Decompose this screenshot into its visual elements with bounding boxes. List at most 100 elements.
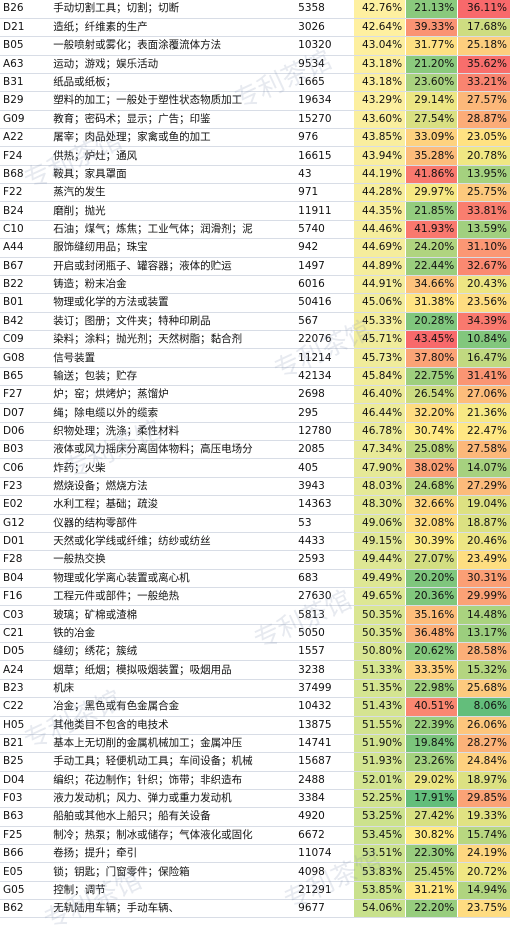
share-1: 50.35% [352, 605, 406, 625]
share-2: 25.45% [405, 862, 458, 882]
code: A22 [0, 128, 51, 148]
share-3: 28.87% [457, 110, 510, 130]
code: B03 [0, 440, 51, 460]
code: B25 [0, 752, 51, 772]
share-3: 24.84% [457, 752, 510, 772]
share-1: 49.49% [352, 569, 406, 589]
table-row: B65 输送；包装；贮存 42134 45.84% 22.75% 31.41% [0, 367, 510, 387]
count: 3026 [295, 18, 354, 38]
description: 织物处理；洗涤；柔性材料 [50, 422, 296, 442]
table-row: F16 工程元件或部件；一般绝热 27630 49.65% 20.36% 29.99% [0, 587, 510, 607]
count: 53 [295, 514, 354, 533]
count: 5813 [295, 605, 354, 625]
description: 卷扬；提升；牵引 [50, 844, 296, 864]
table-row: B24 磨削；抛光 11911 44.35% 21.85% 33.81% [0, 201, 510, 221]
share-3: 19.04% [457, 495, 510, 515]
description: 制冷；热泵；制冰或储存；气体液化或固化 [50, 826, 296, 846]
share-1: 45.71% [352, 330, 406, 350]
table-row: C21 铁的冶金 5050 50.35% 36.48% 13.17% [0, 624, 510, 644]
table-row: C03 玻璃；矿棉或渣棉 5813 50.35% 35.16% 14.48% [0, 605, 510, 625]
share-2: 43.45% [405, 330, 458, 350]
share-2: 20.28% [405, 312, 458, 331]
share-1: 50.80% [352, 642, 406, 662]
count: 42134 [295, 367, 354, 387]
description: 石油；煤气；炼焦；工业气体；润滑剂；泥 [50, 220, 296, 240]
table-row: F03 液力发动机；风力、弹力或重力发动机 3384 52.25% 17.91% 29.8… [0, 789, 510, 809]
share-1: 48.03% [352, 477, 406, 497]
count: 2488 [295, 771, 354, 790]
share-1: 53.51% [352, 844, 406, 864]
count: 4920 [295, 807, 354, 827]
share-1: 46.44% [352, 403, 406, 423]
description: 液力发动机；风力、弹力或重力发动机 [50, 789, 296, 809]
share-2: 37.80% [405, 348, 458, 368]
share-3: 33.81% [457, 201, 510, 221]
count: 3238 [295, 660, 354, 680]
table-row: G08 信号装置 11214 45.73% 37.80% 16.47% [0, 348, 510, 368]
code: B65 [0, 367, 51, 387]
code: E05 [0, 862, 51, 882]
share-3: 31.10% [457, 238, 510, 258]
description: 基本上无切削的金属机械加工；金属冲压 [50, 734, 296, 754]
description: 炸药；火柴 [50, 458, 296, 478]
table-row: B66 卷扬；提升；牵引 11074 53.51% 22.30% 24.19% [0, 844, 510, 864]
description: 造纸；纤维素的生产 [50, 18, 296, 38]
share-1: 51.90% [352, 734, 406, 754]
table-row: D01 天然或化学线或纤维；纺纱或纺丝 4433 49.15% 30.39% 20.46% [0, 532, 510, 552]
description: 水利工程；基础；疏浚 [50, 495, 296, 515]
code: C06 [0, 458, 51, 478]
code: F03 [0, 789, 51, 809]
share-3: 31.41% [457, 367, 510, 387]
share-1: 51.93% [352, 752, 406, 772]
share-1: 50.35% [352, 624, 406, 644]
share-1: 53.83% [352, 862, 406, 882]
table-row: F27 炉；窑；烘烤炉；蒸馏炉 2698 46.40% 26.54% 27.06% [0, 385, 510, 405]
description: 工程元件或部件；一般绝热 [50, 587, 296, 607]
share-2: 36.48% [405, 624, 458, 644]
description: 手动工具；轻便机动工具；车间设备；机械 [50, 752, 296, 772]
share-3: 27.58% [457, 440, 510, 460]
code: B22 [0, 275, 51, 295]
code: G08 [0, 348, 51, 368]
share-2: 30.82% [405, 826, 458, 846]
share-3: 35.62% [457, 55, 510, 74]
count: 22076 [295, 330, 354, 350]
description: 蒸汽的发生 [50, 183, 296, 203]
count: 14363 [295, 495, 354, 515]
share-1: 45.33% [352, 312, 406, 331]
share-1: 45.73% [352, 348, 406, 368]
share-3: 36.11% [457, 0, 510, 19]
share-1: 43.18% [352, 73, 406, 93]
share-2: 30.74% [405, 422, 458, 442]
description: 铸造；粉末冶金 [50, 275, 296, 295]
description: 物理或化学离心装置或离心机 [50, 569, 296, 589]
count: 19634 [295, 91, 354, 111]
table-row: B29 塑料的加工；一般处于塑性状态物质加工 19634 43.29% 29.14% 27… [0, 91, 510, 111]
count: 6016 [295, 275, 354, 295]
share-2: 26.54% [405, 385, 458, 405]
count: 10432 [295, 697, 354, 717]
share-1: 53.25% [352, 807, 406, 827]
table-row: F24 供热；炉灶；通风 16615 43.94% 35.28% 20.78% [0, 146, 510, 166]
count: 9677 [295, 899, 354, 919]
description: 绳；除电缆以外的缆索 [50, 403, 296, 423]
table-row: B21 基本上无切削的金属机械加工；金属冲压 14741 51.90% 19.84% 28… [0, 734, 510, 754]
share-3: 20.78% [457, 146, 510, 166]
share-3: 30.31% [457, 569, 510, 589]
count: 5050 [295, 624, 354, 644]
description: 服饰缝纫用品；珠宝 [50, 238, 296, 258]
share-2: 25.08% [405, 440, 458, 460]
share-3: 27.29% [457, 477, 510, 497]
count: 11911 [295, 201, 354, 221]
count: 295 [295, 403, 354, 423]
share-2: 20.62% [405, 642, 458, 662]
share-3: 24.19% [457, 844, 510, 864]
share-2: 23.26% [405, 752, 458, 772]
description: 磨削；抛光 [50, 201, 296, 221]
share-3: 15.74% [457, 826, 510, 846]
code: E02 [0, 495, 51, 515]
table-row: B42 装订；图册；文件夹；特种印刷品 567 45.33% 20.28% 34.39% [0, 312, 510, 331]
share-3: 18.97% [457, 771, 510, 790]
table-row: E05 锁；钥匙；门窗零件；保险箱 4098 53.83% 25.45% 20.72% [0, 862, 510, 882]
share-2: 39.33% [405, 18, 458, 38]
